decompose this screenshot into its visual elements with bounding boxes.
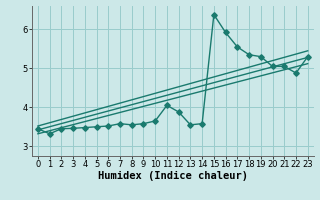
X-axis label: Humidex (Indice chaleur): Humidex (Indice chaleur): [98, 171, 248, 181]
